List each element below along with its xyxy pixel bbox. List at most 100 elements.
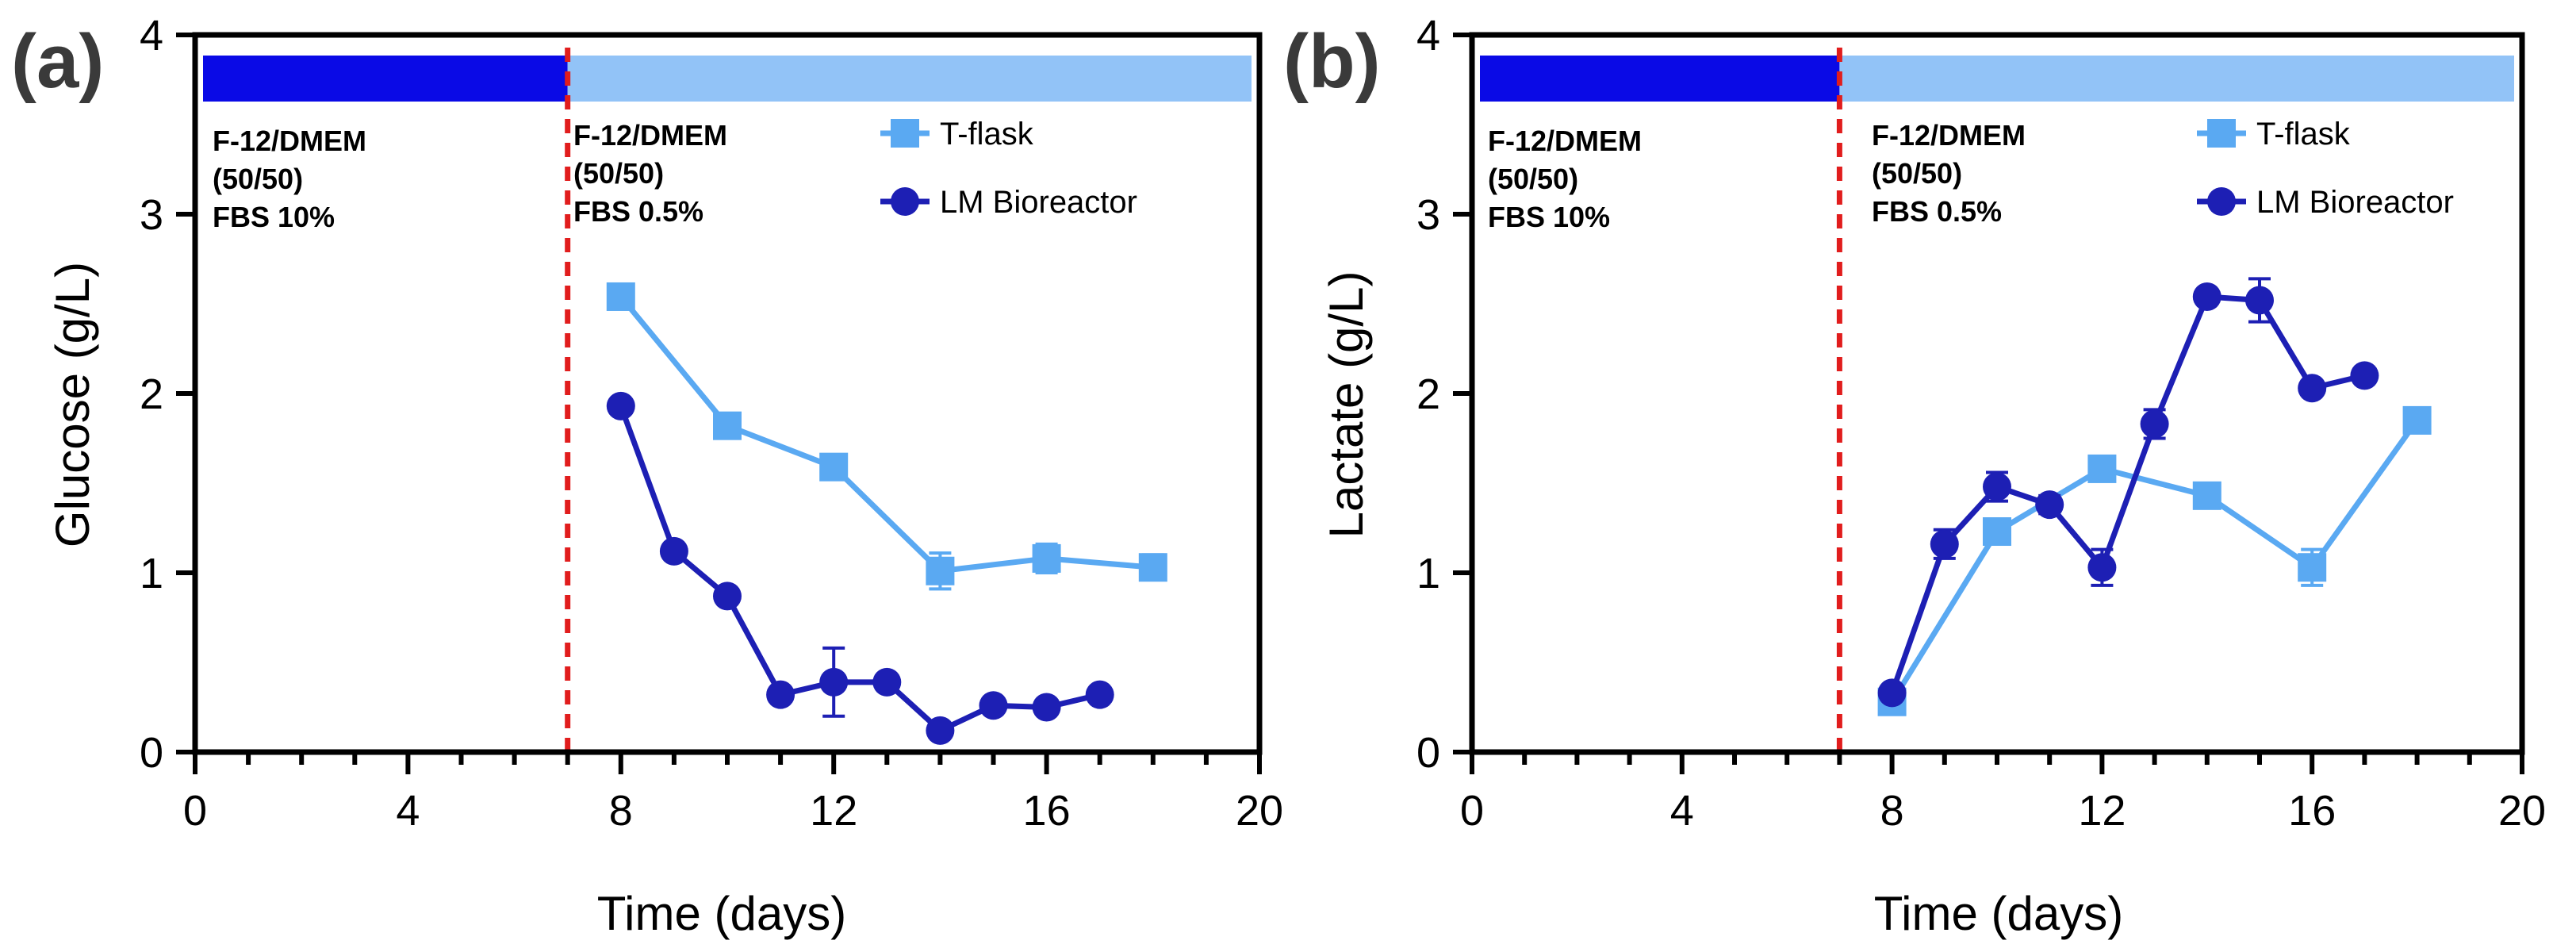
data-point <box>606 282 635 311</box>
data-point <box>2192 481 2221 510</box>
legend-label-tflask: T-flask <box>940 117 1034 152</box>
data-point <box>606 391 635 420</box>
phase2-line-3: FBS 0.5% <box>1872 195 2002 228</box>
phase1-line-2: (50/50) <box>213 163 303 195</box>
y-tick-label: 0 <box>1416 729 1440 777</box>
data-point <box>1877 678 1907 708</box>
phase2-line-3: FBS 0.5% <box>573 195 703 228</box>
data-point <box>2245 286 2274 315</box>
phase2-line-1: F-12/DMEM <box>1872 119 2026 152</box>
data-point <box>1983 517 2011 547</box>
legend-label-bioreactor: LM Bioreactor <box>940 185 1137 220</box>
panel-label: (b) <box>1283 19 1381 104</box>
data-point <box>2402 405 2432 435</box>
x-tick-label: 8 <box>609 787 633 835</box>
x-tick-label: 16 <box>1023 787 1071 835</box>
data-point <box>2350 361 2379 390</box>
data-point <box>872 667 902 697</box>
y-tick-label: 3 <box>140 191 163 239</box>
phase1-line-3: FBS 10% <box>1488 201 1610 233</box>
y-tick-label: 2 <box>140 370 163 418</box>
data-point <box>766 680 795 709</box>
data-point <box>1032 543 1061 573</box>
data-point <box>2140 409 2169 439</box>
data-point <box>1138 553 1167 582</box>
x-tick-label: 0 <box>183 787 207 835</box>
x-tick-label: 20 <box>1236 787 1283 835</box>
data-point <box>713 582 742 611</box>
legend-marker <box>891 187 919 216</box>
series-bioreactor <box>606 187 1114 745</box>
data-point <box>2035 490 2064 520</box>
x-tick-label: 8 <box>1880 787 1904 835</box>
y-axis-title: Glucose (g/L) <box>46 262 99 547</box>
y-tick-label: 4 <box>1416 12 1440 60</box>
x-tick-label: 0 <box>1460 787 1484 835</box>
phase2-bar <box>1839 56 2514 102</box>
x-axis-title: Time (days) <box>1874 887 2123 940</box>
data-point <box>1930 529 1959 559</box>
data-point <box>713 411 742 440</box>
phase1-line-1: F-12/DMEM <box>1488 125 1642 157</box>
phase1-bar <box>1480 56 1840 102</box>
series-line <box>1889 294 2366 694</box>
legend-label-bioreactor: LM Bioreactor <box>2256 185 2454 220</box>
data-point <box>2087 553 2117 582</box>
x-tick-label: 20 <box>2498 787 2546 835</box>
data-point <box>2298 553 2327 582</box>
panel-label: (a) <box>11 19 104 104</box>
x-tick-label: 4 <box>396 787 420 835</box>
y-tick-label: 2 <box>1416 370 1440 418</box>
series-tflask <box>606 119 1167 591</box>
plot-background <box>1453 32 2525 774</box>
phase2-line-1: F-12/DMEM <box>573 119 727 152</box>
data-point <box>819 452 849 482</box>
phase1-annotation: F-12/DMEM (50/50) FBS 10% <box>1488 125 1642 233</box>
x-axis-title: Time (days) <box>597 887 846 940</box>
phase2-line-2: (50/50) <box>1872 157 1962 190</box>
y-tick-label: 0 <box>140 729 163 777</box>
phase2-line-2: (50/50) <box>573 157 664 190</box>
data-point <box>1032 693 1061 722</box>
phase1-bar <box>203 56 568 102</box>
phase2-annotation: F-12/DMEM (50/50) FBS 0.5% <box>1872 119 2026 228</box>
legend-label-tflask: T-flask <box>2256 117 2351 152</box>
y-tick-label: 4 <box>140 12 163 60</box>
legend: T-flask LM Bioreactor <box>2256 117 2454 220</box>
series-tflask <box>1877 119 2432 716</box>
series-line <box>618 405 1101 734</box>
data-point <box>2298 374 2327 403</box>
x-tick-label: 4 <box>1670 787 1694 835</box>
data-point <box>659 536 688 566</box>
data-point <box>1983 472 2011 501</box>
phase2-bar <box>567 56 1252 102</box>
y-tick-label: 1 <box>1416 550 1440 597</box>
series-line <box>1889 418 2420 704</box>
data-point <box>926 716 955 745</box>
phase1-annotation: F-12/DMEM (50/50) FBS 10% <box>213 125 366 233</box>
legend-marker <box>891 119 919 148</box>
data-point <box>2192 282 2221 311</box>
y-tick-label: 1 <box>140 550 163 597</box>
legend-marker <box>2207 119 2236 148</box>
y-axis-title: Lactate (g/L) <box>1320 271 1373 539</box>
x-tick-label: 16 <box>2288 787 2336 835</box>
data-point <box>2087 454 2117 483</box>
series-bioreactor <box>1877 187 2379 708</box>
x-tick-label: 12 <box>2078 787 2126 835</box>
x-tick-label: 12 <box>810 787 857 835</box>
data-point <box>926 556 955 585</box>
data-point <box>979 691 1008 720</box>
data-point <box>1085 680 1114 709</box>
legend: T-flask LM Bioreactor <box>940 117 1137 220</box>
legend-marker <box>2207 187 2236 216</box>
phase1-line-3: FBS 10% <box>213 201 335 233</box>
panel-b-lactate-chart: (b) Lactate (g/L) Time (days) F-12/DMEM … <box>1283 12 2546 940</box>
phase1-line-2: (50/50) <box>1488 163 1578 195</box>
plot-background <box>176 32 1263 774</box>
phase1-line-1: F-12/DMEM <box>213 125 366 157</box>
panel-a-glucose-chart: (a) Glucose (g/L) Time (days) F-12/DMEM … <box>11 12 1283 940</box>
y-tick-label: 3 <box>1416 191 1440 239</box>
